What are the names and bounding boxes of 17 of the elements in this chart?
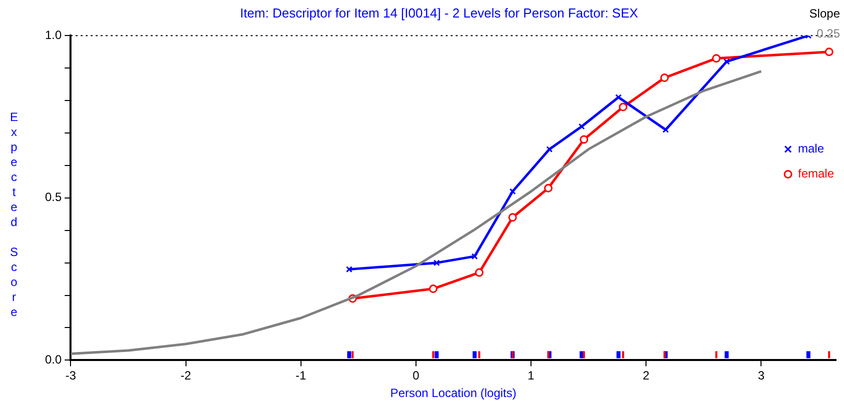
x-tick-label: -3 (65, 368, 76, 383)
x-axis-title: Person Location (logits) (390, 386, 516, 400)
x-tick-label: -2 (180, 368, 192, 383)
text: Slope (809, 6, 840, 20)
legend-label: male (798, 142, 824, 156)
x-tick-label: 3 (758, 368, 765, 383)
x-tick-label: -1 (296, 368, 307, 383)
y-tick-label: 1.0 (44, 28, 62, 42)
x-tick-label: 0 (412, 368, 420, 383)
y-axis-title: Expected Score (7, 110, 21, 320)
x-tick-label: 1 (528, 368, 535, 383)
annotation: 0.25 (816, 26, 840, 40)
x-tick-label: 2 (642, 368, 650, 383)
y-tick-label: 0.5 (44, 190, 62, 204)
legend-label: female (798, 166, 834, 181)
chart-title: Item: Descriptor for Item 14 [I0014] - 2 Levels for Person Factor: SEX (240, 5, 638, 20)
y-tick-label: 0.0 (44, 352, 62, 367)
